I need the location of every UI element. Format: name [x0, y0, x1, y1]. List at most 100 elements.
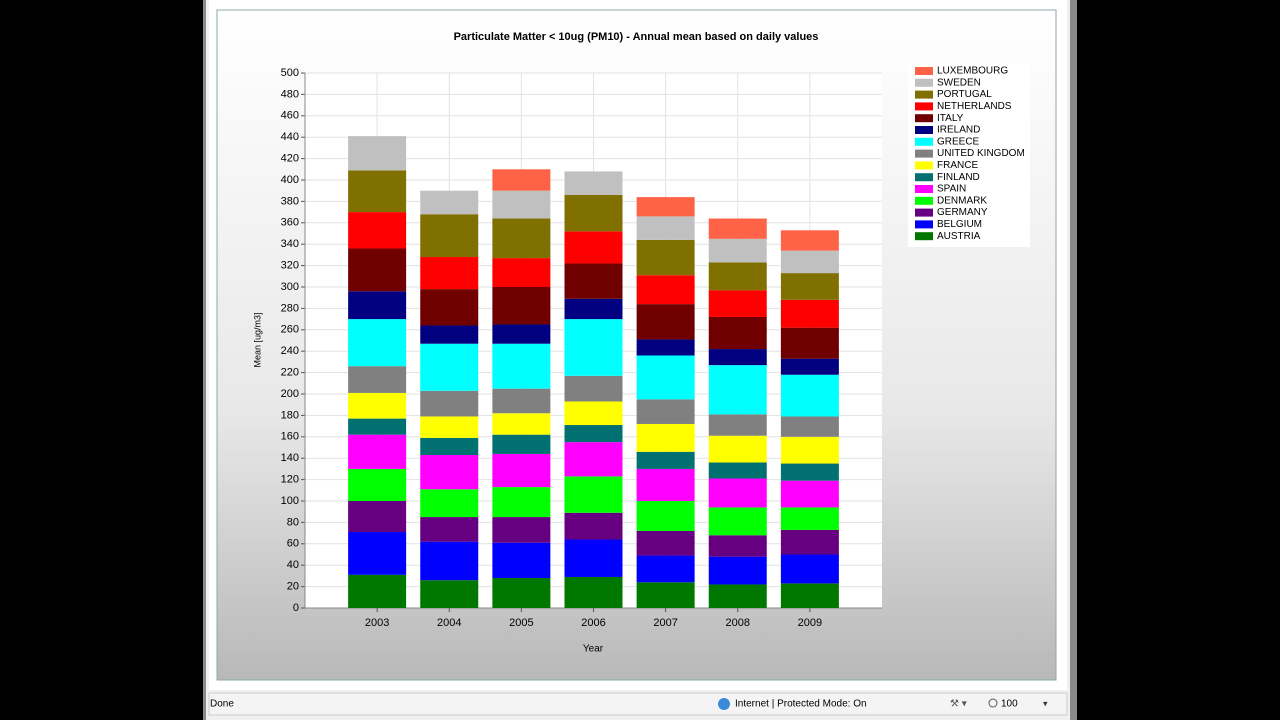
bar-segment	[564, 263, 623, 299]
bar-segment	[420, 416, 479, 438]
legend-label: SPAIN	[937, 184, 966, 195]
bar-segment	[492, 343, 551, 389]
bar-segment	[636, 399, 695, 424]
bar-segment	[564, 298, 623, 320]
bar-segment	[636, 355, 695, 400]
bar-segment	[564, 171, 623, 195]
x-tick-label: 2008	[726, 617, 750, 629]
bar-segment	[492, 324, 551, 344]
legend-swatch	[915, 208, 933, 217]
zoom-dropdown[interactable]: ▾	[1043, 698, 1048, 708]
legend-label: AUSTRIA	[937, 231, 981, 242]
x-tick-label: 2005	[509, 617, 533, 629]
zoom-icon[interactable]	[988, 698, 998, 708]
zoom-text[interactable]: 100	[1001, 699, 1018, 710]
protect-icon[interactable]: ⚒ ▾	[950, 699, 967, 710]
bar-segment	[492, 287, 551, 325]
x-tick-label: 2004	[437, 617, 461, 629]
y-tick-label: 360	[281, 217, 299, 229]
bar-segment	[564, 194, 623, 232]
y-tick-label: 280	[281, 302, 299, 314]
bar-segment	[708, 435, 767, 463]
legend-swatch	[915, 185, 933, 193]
legend-swatch	[915, 220, 933, 229]
y-tick-label: 20	[287, 581, 299, 593]
bar-segment	[780, 480, 839, 508]
bar-segment	[348, 136, 407, 171]
bar-segment	[636, 555, 695, 583]
y-tick-label: 260	[281, 324, 299, 336]
frame-edge	[203, 0, 206, 720]
legend-swatch	[915, 137, 933, 146]
bar-segment	[780, 250, 839, 274]
bar-segment	[564, 576, 623, 608]
bar-segment	[492, 388, 551, 414]
legend-label: UNITED KINGDOM	[937, 148, 1025, 159]
y-tick-label: 200	[281, 388, 299, 400]
y-tick-label: 300	[281, 281, 299, 293]
legend-label: FINLAND	[937, 172, 980, 183]
y-tick-label: 420	[281, 153, 299, 165]
bar-segment	[420, 517, 479, 542]
legend-label: ITALY	[937, 113, 964, 124]
bar-segment	[708, 462, 767, 479]
y-tick-label: 400	[281, 174, 299, 186]
y-tick-label: 0	[293, 602, 299, 614]
bar-segment	[492, 258, 551, 287]
bar-segment	[348, 170, 407, 213]
chart-title: Particulate Matter < 10ug (PM10) - Annua…	[454, 31, 819, 43]
bar-segment	[780, 374, 839, 417]
bar-segment	[348, 434, 407, 469]
bar-segment	[420, 257, 479, 290]
bar-segment	[708, 365, 767, 415]
bar-segment	[636, 304, 695, 340]
bar-segment	[564, 375, 623, 402]
bar-segment	[420, 454, 479, 490]
y-tick-label: 140	[281, 452, 299, 464]
bar-segment	[708, 262, 767, 291]
bar-segment	[780, 436, 839, 464]
legend-swatch	[915, 126, 933, 134]
legend-label: GREECE	[937, 136, 980, 147]
bar-segment	[420, 214, 479, 258]
bar-segment	[492, 413, 551, 435]
legend-label: FRANCE	[937, 160, 978, 171]
legend-swatch	[915, 161, 933, 170]
bar-segment	[564, 425, 623, 443]
legend-swatch	[915, 173, 933, 182]
bar-segment	[780, 230, 839, 251]
x-tick-label: 2009	[798, 617, 822, 629]
y-tick-label: 120	[281, 474, 299, 486]
bar-segment	[564, 401, 623, 426]
bar-segment	[564, 476, 623, 513]
legend-label: PORTUGAL	[937, 89, 992, 100]
x-tick-label: 2003	[365, 617, 389, 629]
bar-segment	[636, 501, 695, 531]
y-tick-label: 180	[281, 409, 299, 421]
bar-segment	[636, 339, 695, 356]
y-tick-label: 340	[281, 238, 299, 250]
bar-segment	[348, 248, 407, 292]
bar-segment	[348, 574, 407, 608]
bar-segment	[708, 556, 767, 585]
y-tick-label: 500	[281, 67, 299, 79]
y-tick-label: 480	[281, 88, 299, 100]
bar-segment	[708, 290, 767, 317]
bar-segment	[708, 584, 767, 608]
bar-segment	[636, 451, 695, 469]
legend-label: BELGIUM	[937, 219, 982, 230]
legend-label: IRELAND	[937, 125, 980, 136]
bar-segment	[708, 349, 767, 366]
bar-segment	[492, 517, 551, 543]
bar-segment	[420, 541, 479, 581]
bar-segment	[492, 578, 551, 608]
bar-segment	[420, 190, 479, 215]
legend-swatch	[915, 149, 933, 158]
bar-segment	[492, 218, 551, 259]
y-tick-label: 100	[281, 495, 299, 507]
bar-segment	[420, 325, 479, 344]
x-axis-label: Year	[583, 644, 604, 655]
legend-label: SWEDEN	[937, 77, 981, 88]
bar-segment	[348, 291, 407, 320]
bar-segment	[636, 239, 695, 276]
